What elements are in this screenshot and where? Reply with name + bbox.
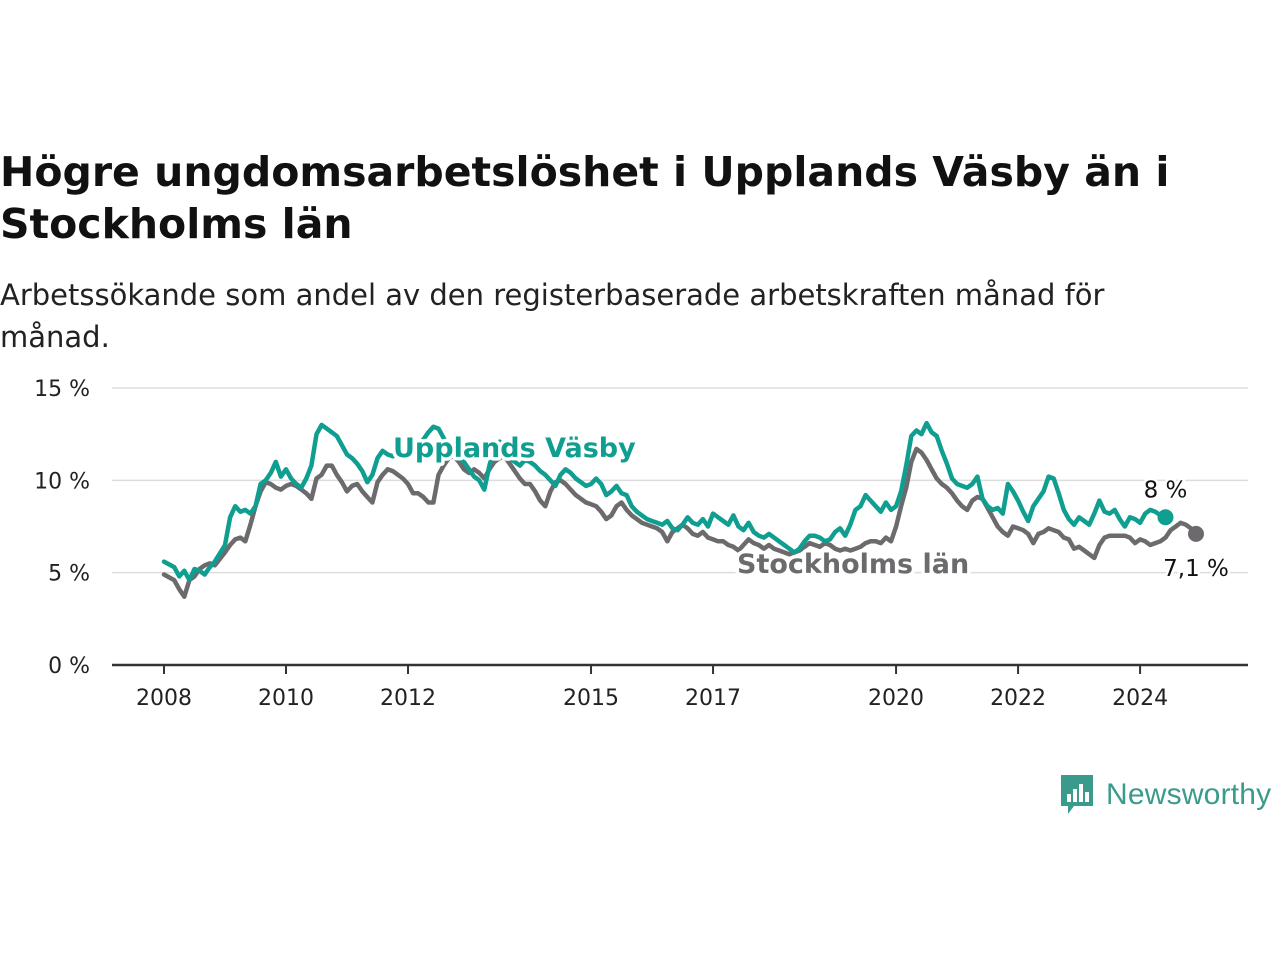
x-tick-label: 2024 [1112, 686, 1168, 711]
x-tick-label: 2022 [990, 686, 1046, 711]
x-tick-label: 2012 [380, 686, 436, 711]
x-tick-label: 2008 [136, 686, 192, 711]
y-tick-label: 10 % [34, 469, 90, 494]
series-label-stockholms-lan: Stockholms län [737, 549, 969, 580]
end-value-label: 7,1 % [1163, 556, 1229, 582]
y-tick-label: 15 % [34, 377, 90, 402]
y-tick-label: 0 % [48, 654, 90, 679]
bar-chart-speech-bubble-icon [1061, 775, 1093, 814]
end-value-label: 8 % [1144, 477, 1188, 503]
end-marker-upplands-vasby [1157, 509, 1174, 526]
end-marker-stockholms-lan [1188, 525, 1204, 542]
x-tick-label: 2020 [868, 686, 924, 711]
newsworthy-logo: Newsworthy [1058, 772, 1271, 818]
brand-name: Newsworthy [1106, 778, 1272, 811]
x-tick-label: 2015 [563, 686, 619, 711]
y-tick-label: 5 % [48, 562, 90, 587]
x-tick-label: 2010 [258, 686, 314, 711]
chart-title: Högre ungdomsarbetslöshet i Upplands Väs… [0, 148, 1170, 248]
line-chart: 0 % 5 % 10 % 15 % Upplands Väsby Stockholms l… [34, 377, 1248, 711]
x-tick-label: 2017 [685, 686, 741, 711]
chart-subtitle: Arbetssökande som andel av den registerb… [0, 278, 1105, 354]
series-line-stockholms-lan [161, 446, 1199, 599]
series-label-upplands-vasby: Upplands Väsby [393, 433, 636, 464]
series-line-upplands-vasby [161, 420, 1168, 583]
